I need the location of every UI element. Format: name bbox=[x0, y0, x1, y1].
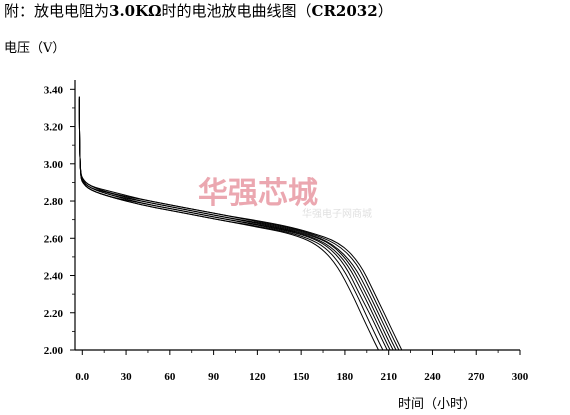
x-tick-label: 120 bbox=[249, 371, 266, 383]
discharge-curve-2 bbox=[78, 98, 384, 351]
title-model: CR2032 bbox=[311, 2, 378, 20]
x-tick-label: 270 bbox=[468, 371, 485, 383]
watermark-subtext: 华强电子网商城 bbox=[302, 207, 372, 220]
axes: 2.00 2.20 2.40 2.60 2.80 3.00 3.20 3.40 0.0 30 60 9… bbox=[44, 80, 529, 383]
y-axis-label: 电压（V） bbox=[4, 41, 66, 56]
title-resistance: 3.0KΩ bbox=[109, 2, 162, 20]
y-tick-label: 3.40 bbox=[44, 84, 64, 96]
watermark-text: 华强芯城 bbox=[198, 176, 318, 211]
discharge-curve-7 bbox=[78, 98, 400, 351]
x-tick-label: 30 bbox=[121, 371, 133, 383]
x-tick-label: 150 bbox=[293, 371, 310, 383]
y-tick-label: 2.40 bbox=[44, 271, 64, 283]
y-tick-label: 2.20 bbox=[44, 308, 64, 320]
title-end: ） bbox=[377, 2, 393, 20]
x-axis-label: 时间（小时） bbox=[398, 397, 477, 412]
x-tick-label: 240 bbox=[424, 371, 441, 383]
series-layer bbox=[78, 96, 403, 351]
x-tick-label: 90 bbox=[208, 371, 220, 383]
chart-title: 附：放电电阻为3.0KΩ时的电池放电曲线图（CR2032） bbox=[4, 0, 393, 21]
watermark: 华强芯城 华强电子网商城 bbox=[198, 176, 372, 220]
x-tick-label: 300 bbox=[512, 371, 529, 383]
y-tick-label: 2.80 bbox=[44, 196, 64, 208]
discharge-curve-3 bbox=[78, 98, 388, 351]
y-tick-label: 3.20 bbox=[44, 122, 64, 134]
x-tick-label: 210 bbox=[380, 371, 397, 383]
y-tick-label: 3.00 bbox=[44, 159, 64, 171]
discharge-curve-4 bbox=[78, 96, 391, 351]
y-tick-label: 2.00 bbox=[44, 345, 64, 357]
discharge-curve-5 bbox=[78, 98, 394, 351]
discharge-curve-1 bbox=[78, 96, 379, 351]
discharge-curve-8 bbox=[78, 96, 403, 351]
y-tick-label: 2.60 bbox=[44, 233, 64, 245]
x-tick-label: 60 bbox=[164, 371, 176, 383]
x-tick-label: 180 bbox=[337, 371, 354, 383]
x-tick-label: 0.0 bbox=[75, 371, 89, 383]
title-suffix: 时的电池放电曲线图（ bbox=[161, 2, 312, 20]
title-prefix: 附：放电电阻为 bbox=[4, 2, 110, 20]
